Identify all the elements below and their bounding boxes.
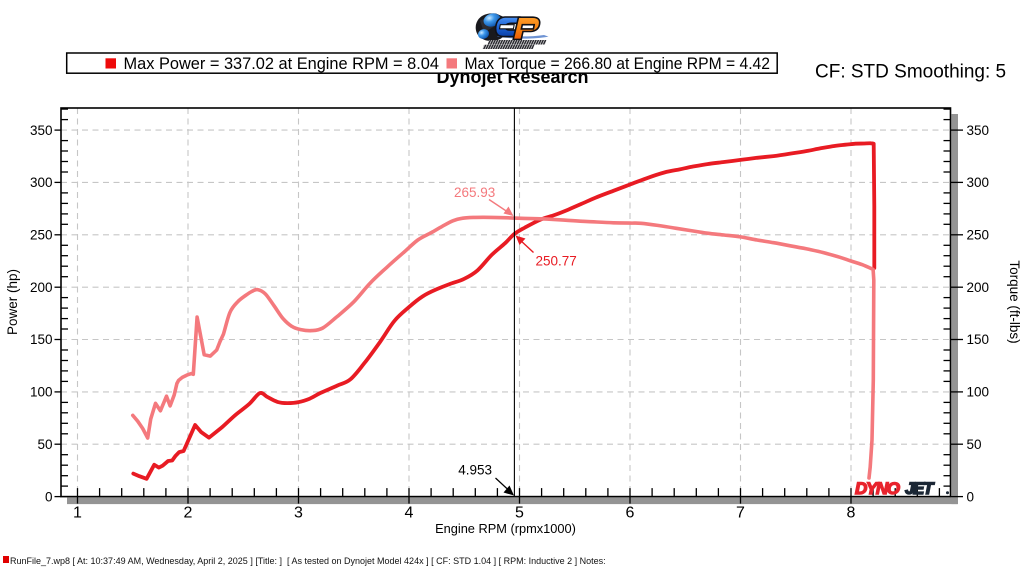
svg-text:2: 2 [184, 505, 193, 522]
svg-text:100: 100 [30, 385, 53, 400]
svg-text:50: 50 [37, 437, 52, 452]
svg-text:50: 50 [967, 437, 982, 452]
svg-text:350: 350 [967, 123, 990, 138]
svg-text:265.93: 265.93 [454, 185, 495, 200]
svg-text:150: 150 [967, 332, 990, 347]
svg-text:350: 350 [30, 123, 53, 138]
svg-text:250: 250 [30, 228, 53, 243]
svg-text:4: 4 [405, 505, 414, 522]
svg-text:1: 1 [73, 505, 82, 522]
svg-text:CF: STD Smoothing: 5: CF: STD Smoothing: 5 [815, 62, 1006, 83]
svg-text:Max Power = 337.02 at Engine R: Max Power = 337.02 at Engine RPM = 8.04 [124, 55, 440, 73]
svg-text:7: 7 [736, 505, 745, 522]
svg-text:100: 100 [967, 385, 990, 400]
svg-text:Torque (ft-lbs): Torque (ft-lbs) [1007, 260, 1022, 343]
svg-text:250.77: 250.77 [536, 254, 577, 269]
svg-text:5: 5 [515, 505, 524, 522]
svg-text:300: 300 [967, 175, 990, 190]
svg-text:250: 250 [967, 228, 990, 243]
svg-text:300: 300 [30, 175, 53, 190]
svg-text:Engine RPM (rpmx1000): Engine RPM (rpmx1000) [435, 521, 576, 536]
svg-text:3: 3 [294, 505, 303, 522]
svg-text:0: 0 [45, 489, 53, 504]
svg-text:0: 0 [967, 489, 975, 504]
svg-text:8: 8 [847, 505, 856, 522]
svg-text:Max Torque = 266.80 at Engine: Max Torque = 266.80 at Engine RPM = 4.42 [465, 55, 771, 73]
svg-text:6: 6 [626, 505, 635, 522]
svg-text:Power (hp): Power (hp) [5, 269, 20, 335]
svg-text:200: 200 [967, 280, 990, 295]
svg-text:DYNO: DYNO [855, 479, 900, 498]
svg-text:4.953: 4.953 [458, 463, 492, 478]
svg-text:150: 150 [30, 332, 53, 347]
svg-text:200: 200 [30, 280, 53, 295]
svg-text:JET: JET [905, 479, 935, 498]
